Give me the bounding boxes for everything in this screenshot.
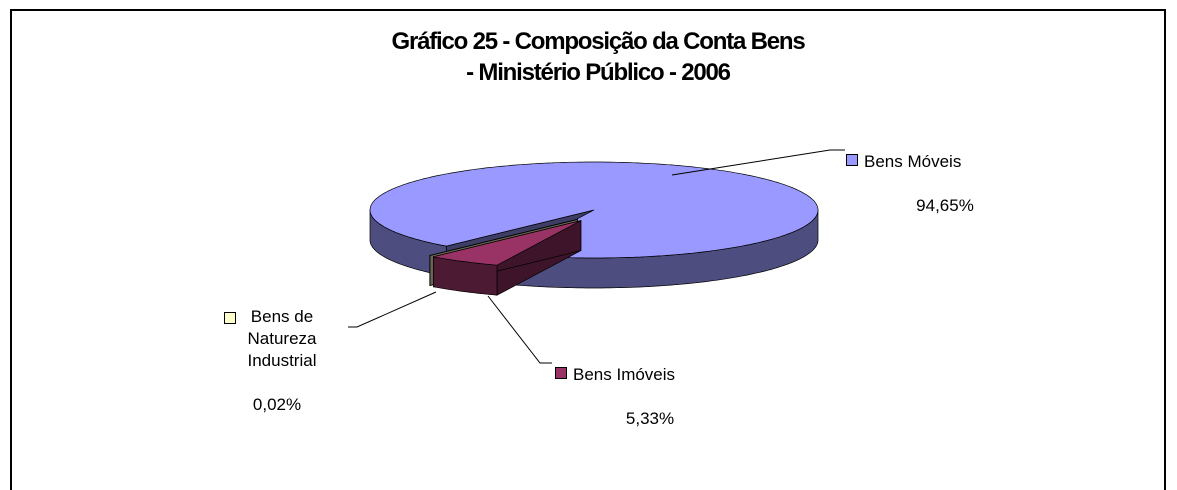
legend-label: Bens de Natureza Industrial [247,307,317,370]
slice [429,219,578,256]
leader-line [671,149,845,176]
legend-key [223,312,236,324]
value-label: 0,02% [252,395,302,414]
legend-key [555,367,567,379]
legend-label: Bens Imóveis [573,365,676,384]
leader-line [487,295,552,364]
pie [369,161,819,296]
data-label: Bens Imóveis 5,33% [555,342,745,452]
data-label: Bens Móveis 94,65% [846,129,1036,239]
chart-title: Gráfico 25 - Composição da Conta Bens - … [391,28,805,86]
slice [433,220,582,266]
value-label: 94,65% [916,196,974,215]
value-label: 5,33% [625,409,675,428]
legend-key [846,154,858,166]
legend-label: Bens Móveis [864,152,962,171]
slice [369,161,819,259]
data-label: Bens de Natureza Industrial 0,02% [200,284,340,438]
leader-line [348,291,437,328]
chart-frame [10,9,1166,490]
